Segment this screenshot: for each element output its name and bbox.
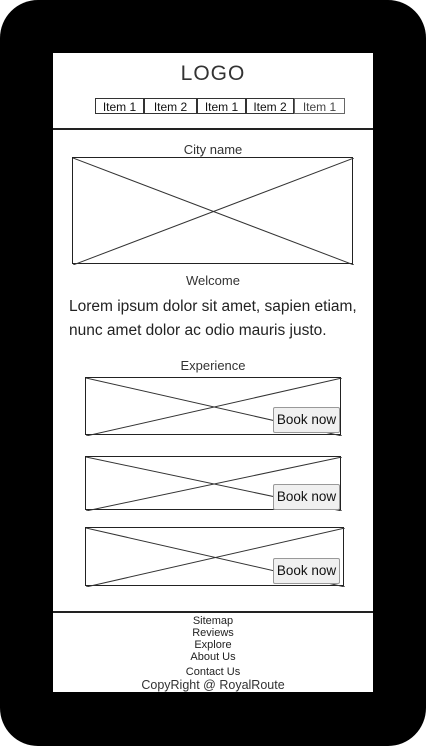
city-image-placeholder <box>72 157 354 265</box>
logo: LOGO <box>180 62 246 85</box>
welcome-title: Welcome <box>186 273 240 288</box>
footer-link-reviews[interactable]: Reviews <box>192 627 234 639</box>
footer-link-about-us[interactable]: About Us <box>190 651 236 663</box>
nav-item-1[interactable]: Item 1 <box>95 98 144 114</box>
experience-title: Experience <box>180 358 246 373</box>
book-now-button-3[interactable]: Book now <box>273 558 340 584</box>
footer-link-sitemap[interactable]: Sitemap <box>192 615 234 627</box>
book-now-button-2[interactable]: Book now <box>273 484 340 510</box>
copyright: CopyRight @ RoyalRoute <box>141 678 285 692</box>
book-now-button-1[interactable]: Book now <box>273 407 340 433</box>
welcome-text: Lorem ipsum dolor sit amet, sapien etiam… <box>69 298 357 339</box>
nav-item-4[interactable]: Item 2 <box>246 98 294 114</box>
experience-card-2 <box>85 456 342 511</box>
nav-item-2[interactable]: Item 2 <box>144 98 197 114</box>
header-divider <box>53 128 373 130</box>
image-placeholder-icon <box>73 158 354 265</box>
footer-link-contact-us[interactable]: Contact Us <box>185 666 241 678</box>
phone-screen: LOGO Item 1 Item 2 Item 1 Item 2 Item 1 … <box>53 53 373 692</box>
nav-item-3[interactable]: Item 1 <box>197 98 246 114</box>
city-name-label: City name <box>183 142 243 157</box>
footer-link-explore[interactable]: Explore <box>194 639 232 651</box>
footer-divider <box>53 611 373 613</box>
nav-item-5[interactable]: Item 1 <box>294 98 345 114</box>
